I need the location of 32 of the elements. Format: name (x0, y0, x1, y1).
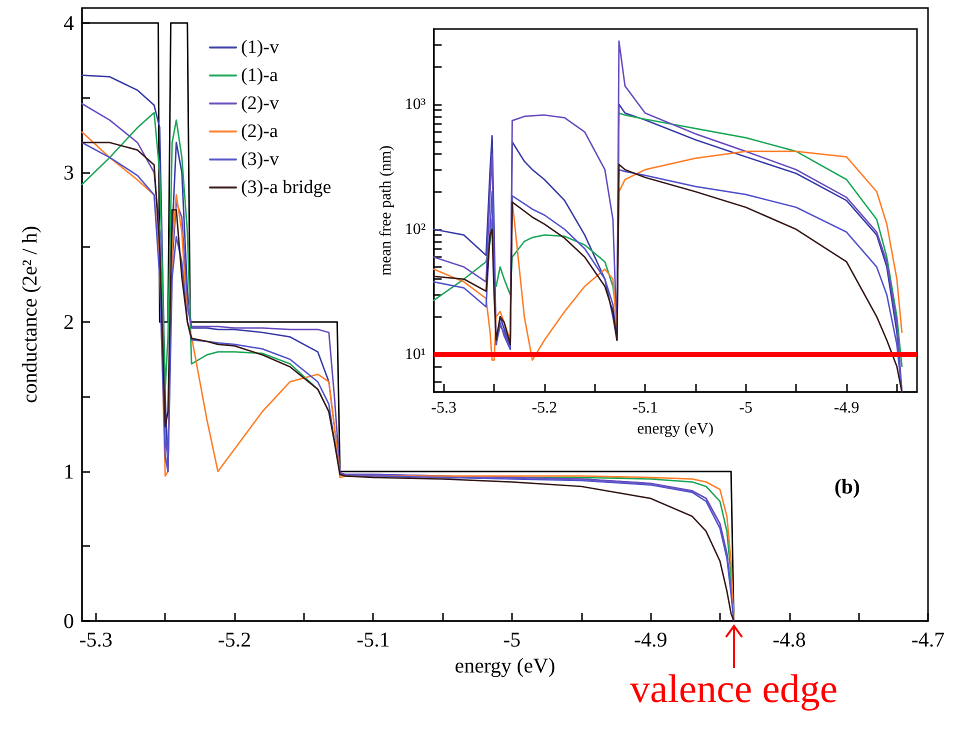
x-tick-label: -4.7 (911, 628, 945, 652)
x-tick-label: -5 (739, 400, 752, 416)
x-tick-label: -4.8 (772, 628, 806, 652)
x-tick-label: -4.9 (634, 628, 668, 652)
y-tick-label: 1 (64, 459, 74, 484)
legend-label: (2)-v (241, 93, 280, 114)
annotation: (b) (834, 474, 860, 498)
y-tick-label: 10³ (404, 96, 426, 113)
y-tick-label: 0 (64, 609, 74, 633)
legend-label: (1)-a (241, 65, 278, 86)
y-tick-label: 3 (64, 160, 74, 184)
x-tick-label: -5.2 (218, 628, 252, 652)
x-tick-label: -5 (503, 628, 521, 652)
legend-label: (1)-v (241, 37, 280, 58)
legend-label: (3)-v (241, 149, 280, 170)
y-tick-label: 4 (64, 10, 74, 35)
y-axis-title: conductance (2e² / h) (18, 226, 42, 404)
y-tick-label: 10¹ (404, 346, 426, 363)
y-axis-title: mean free path (nm) (378, 145, 394, 276)
x-tick-label: -4.9 (834, 400, 860, 416)
x-tick-label: -5.3 (79, 628, 112, 652)
x-tick-label: -5.1 (356, 628, 390, 652)
x-tick-label: -5.3 (431, 400, 456, 416)
legend-label: (3)-a bridge (241, 177, 332, 198)
x-axis-title: energy (eV) (454, 654, 556, 678)
x-axis-title: energy (eV) (637, 420, 714, 438)
x-tick-label: -5.2 (532, 400, 558, 416)
y-tick-label: 10² (404, 220, 426, 238)
annotation: valence edge (629, 665, 839, 712)
legend-label: (2)-a (241, 121, 278, 142)
x-tick-label: -5.1 (632, 400, 658, 416)
y-tick-label: 2 (64, 310, 74, 334)
